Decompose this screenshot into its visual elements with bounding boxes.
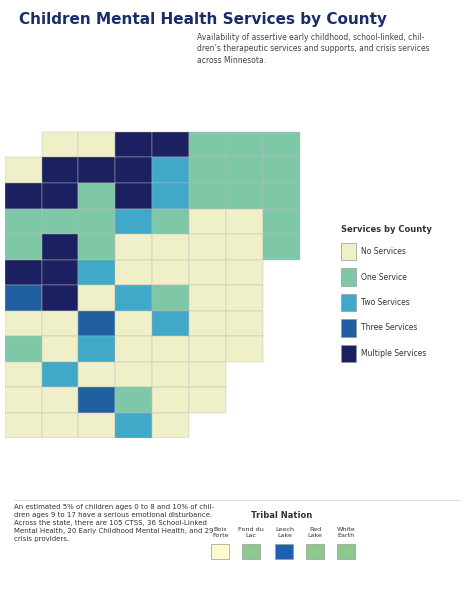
Bar: [263, 183, 300, 208]
Bar: [189, 259, 226, 285]
Bar: [152, 259, 189, 285]
Bar: [263, 208, 300, 234]
Bar: [79, 208, 115, 234]
Bar: [115, 387, 152, 413]
Bar: [79, 132, 115, 157]
Bar: [42, 208, 79, 234]
Bar: [42, 234, 79, 259]
Bar: [152, 183, 189, 208]
Text: White
Earth: White Earth: [337, 527, 356, 538]
Bar: [263, 234, 300, 259]
Bar: [5, 387, 42, 413]
Bar: [115, 311, 152, 336]
Bar: [115, 183, 152, 208]
Bar: [42, 285, 79, 311]
Bar: [5, 259, 42, 285]
Bar: [42, 183, 79, 208]
Bar: [152, 311, 189, 336]
Bar: [226, 183, 263, 208]
Bar: [226, 336, 263, 362]
Bar: [42, 157, 79, 183]
Bar: [5, 362, 42, 387]
Bar: [189, 234, 226, 259]
Bar: [79, 259, 115, 285]
Text: Fond du
Lac: Fond du Lac: [238, 527, 264, 538]
Bar: [189, 183, 226, 208]
Bar: [115, 336, 152, 362]
Text: Three Services: Three Services: [361, 323, 418, 333]
Text: Multiple Services: Multiple Services: [361, 349, 427, 358]
Bar: [263, 157, 300, 183]
Bar: [42, 311, 79, 336]
Text: One Service: One Service: [361, 272, 407, 282]
Bar: [226, 132, 263, 157]
Bar: [152, 362, 189, 387]
Bar: [5, 183, 42, 208]
Bar: [79, 311, 115, 336]
Bar: [5, 208, 42, 234]
Text: Red
Lake: Red Lake: [308, 527, 323, 538]
Bar: [226, 311, 263, 336]
Bar: [42, 362, 79, 387]
Text: Children Mental Health Services by County: Children Mental Health Services by Count…: [19, 12, 387, 27]
Bar: [115, 362, 152, 387]
Bar: [189, 285, 226, 311]
Bar: [152, 413, 189, 438]
Bar: [115, 157, 152, 183]
Bar: [189, 311, 226, 336]
Bar: [226, 208, 263, 234]
Text: Leech
Lake: Leech Lake: [275, 527, 294, 538]
Bar: [115, 413, 152, 438]
Bar: [115, 234, 152, 259]
Bar: [79, 387, 115, 413]
Bar: [79, 336, 115, 362]
Bar: [79, 285, 115, 311]
Bar: [189, 208, 226, 234]
Bar: [152, 157, 189, 183]
Bar: [79, 157, 115, 183]
Bar: [79, 234, 115, 259]
Text: Availability of assertive early childhood, school-linked, chil-
dren’s therapeut: Availability of assertive early childhoo…: [197, 33, 429, 65]
Bar: [115, 132, 152, 157]
Bar: [189, 336, 226, 362]
Bar: [79, 183, 115, 208]
Bar: [5, 234, 42, 259]
Bar: [152, 387, 189, 413]
Bar: [115, 285, 152, 311]
Text: No Services: No Services: [361, 247, 406, 256]
Bar: [152, 208, 189, 234]
Bar: [5, 336, 42, 362]
Bar: [189, 362, 226, 387]
Text: Services by County: Services by County: [341, 225, 432, 234]
Bar: [115, 208, 152, 234]
Bar: [5, 157, 42, 183]
Text: Bois
Forte: Bois Forte: [212, 527, 229, 538]
Bar: [42, 259, 79, 285]
Text: An estimated 5% of children ages 0 to 8 and 10% of chil-
dren ages 9 to 17 have : An estimated 5% of children ages 0 to 8 …: [14, 504, 214, 542]
Bar: [152, 234, 189, 259]
Bar: [5, 311, 42, 336]
Bar: [5, 285, 42, 311]
Bar: [189, 132, 226, 157]
Bar: [42, 413, 79, 438]
Text: Two Services: Two Services: [361, 298, 410, 307]
Bar: [226, 234, 263, 259]
Bar: [189, 157, 226, 183]
Bar: [152, 285, 189, 311]
Text: Tribal Nation: Tribal Nation: [251, 511, 313, 520]
Bar: [152, 336, 189, 362]
Bar: [42, 132, 79, 157]
Bar: [226, 157, 263, 183]
Bar: [42, 387, 79, 413]
Bar: [79, 413, 115, 438]
Bar: [79, 362, 115, 387]
Bar: [226, 259, 263, 285]
Bar: [152, 132, 189, 157]
Bar: [226, 285, 263, 311]
Bar: [263, 132, 300, 157]
Bar: [115, 259, 152, 285]
Bar: [42, 336, 79, 362]
Bar: [5, 413, 42, 438]
Bar: [189, 387, 226, 413]
